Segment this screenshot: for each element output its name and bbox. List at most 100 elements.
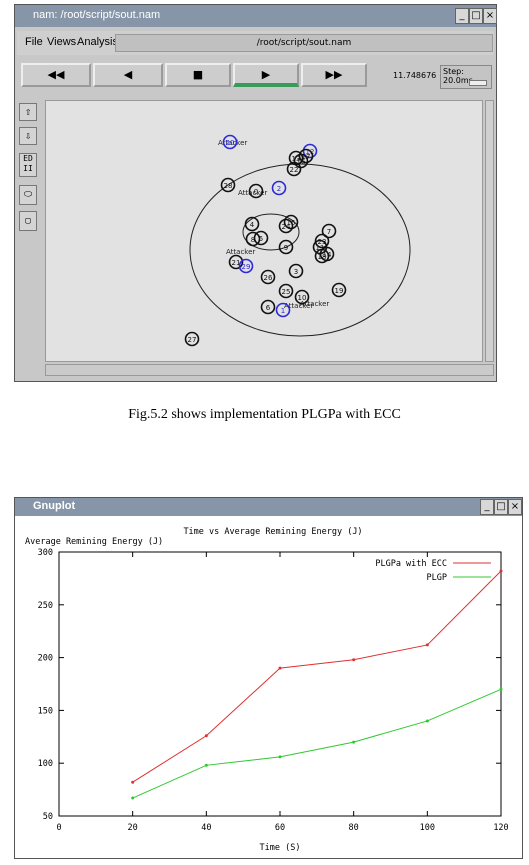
network-canvas[interactable]: Attacker Attacker Attacker Attacker Attacker… — [45, 100, 483, 362]
ellipse-tool-button[interactable]: ⬭ — [19, 185, 37, 205]
node-label: 28 — [224, 182, 233, 190]
y-tick-label: 250 — [38, 601, 53, 611]
play-button[interactable]: ▶ — [233, 63, 299, 87]
node-label: 2 — [277, 185, 281, 193]
menu-views[interactable]: Views — [47, 36, 77, 48]
network-node[interactable]: 18 — [314, 248, 330, 264]
network-node[interactable]: 0 — [248, 183, 264, 199]
network-node[interactable]: 24 — [278, 218, 294, 234]
network-node[interactable]: 25 — [278, 283, 294, 299]
network-node[interactable]: 22 — [286, 161, 302, 177]
zoom-out-button[interactable]: ⇩ — [19, 127, 37, 145]
fast-forward-button[interactable]: ▶▶ — [301, 63, 367, 87]
menu-file[interactable]: File — [25, 36, 43, 48]
node-label: 20 — [226, 139, 235, 147]
rewind-button[interactable]: ◀◀ — [21, 63, 91, 87]
node-circle — [184, 331, 200, 347]
data-point — [131, 796, 135, 800]
network-node[interactable]: 7 — [321, 223, 337, 239]
node-circle — [278, 283, 294, 299]
energy-chart: Time vs Average Remining Energy (J) Avera… — [25, 527, 509, 853]
data-point — [352, 740, 356, 744]
close-button[interactable]: × — [483, 8, 497, 24]
attacker-annotation: Attacker — [218, 139, 247, 147]
network-node[interactable]: 28 — [220, 177, 236, 193]
legend-label: PLGPa with ECC — [375, 559, 447, 569]
gnuplot-window-title: Gnuplot — [33, 500, 76, 512]
gnuplot-window: Gnuplot _ □ × Time vs Average Remining E… — [14, 497, 523, 859]
maximize-button[interactable]: □ — [469, 8, 483, 24]
nam-title-bar: nam: /root/script/sout.nam _ □ × — [15, 5, 497, 27]
current-time: 11.748676 — [393, 71, 437, 80]
box-tool-button[interactable]: ▢ — [19, 211, 37, 231]
y-tick-label: 50 — [43, 812, 53, 822]
cluster-range-ellipse — [242, 213, 300, 251]
node-circle — [294, 289, 310, 305]
step-slider-handle[interactable] — [469, 80, 487, 86]
plot-frame — [58, 551, 502, 817]
attacker-node[interactable]: 20 — [222, 134, 238, 150]
node-label: 26 — [264, 274, 273, 282]
node-circle — [288, 263, 304, 279]
attacker-node[interactable]: 12 — [302, 143, 318, 159]
node-circle — [302, 143, 318, 159]
horizontal-scrollbar[interactable] — [45, 364, 494, 376]
network-node[interactable]: 5 — [253, 230, 269, 246]
data-point — [352, 658, 356, 662]
gnuplot-close-button[interactable]: × — [508, 499, 522, 515]
network-node[interactable]: 26 — [260, 269, 276, 285]
network-node[interactable]: 27 — [184, 331, 200, 347]
node-circle — [278, 239, 294, 255]
menu-analysis[interactable]: Analysis — [77, 36, 118, 48]
edit-button[interactable]: ED II — [19, 153, 37, 177]
network-node[interactable]: 10 — [294, 289, 310, 305]
attacker-node[interactable]: 29 — [238, 258, 254, 274]
minimize-button[interactable]: _ — [455, 8, 469, 24]
network-topology[interactable]: AttackerAttackerAttackerAttackerAttacker… — [46, 101, 482, 361]
data-point — [204, 763, 208, 767]
edit-label: ED — [23, 154, 33, 163]
attacker-node[interactable]: 2 — [271, 180, 287, 196]
node-label: 10 — [298, 294, 307, 302]
gnuplot-minimize-button[interactable]: _ — [480, 499, 494, 515]
node-circle — [321, 223, 337, 239]
playback-controls: ◀◀ ◀ ■ ▶ ▶▶ 11.748676 Step: 20.0ms — [17, 63, 494, 93]
y-axis-label: Average Remining Energy (J) — [25, 537, 163, 547]
network-node[interactable]: 19 — [331, 282, 347, 298]
node-circle — [260, 299, 276, 315]
zoom-in-button[interactable]: ⇧ — [19, 103, 37, 121]
network-node[interactable]: 21 — [228, 254, 244, 270]
node-circle — [331, 282, 347, 298]
step-slider[interactable]: Step: 20.0ms — [440, 65, 492, 89]
figure-caption: Fig.5.2 shows implementation PLGPa with … — [128, 407, 401, 422]
node-circle — [314, 233, 330, 249]
data-point — [425, 643, 429, 647]
network-node[interactable]: 23 — [314, 233, 330, 249]
network-node[interactable]: 4 — [244, 216, 260, 232]
stop-button[interactable]: ■ — [165, 63, 231, 87]
step-back-button[interactable]: ◀ — [93, 63, 163, 87]
attacker-annotation: Attacker — [226, 248, 255, 256]
network-node[interactable]: 17 — [298, 148, 314, 164]
gnuplot-maximize-button[interactable]: □ — [494, 499, 508, 515]
nam-window-title: nam: /root/script/sout.nam — [33, 9, 161, 21]
vertical-scrollbar[interactable] — [485, 100, 494, 362]
network-node[interactable]: 9 — [278, 239, 294, 255]
attacker-node[interactable]: 1 — [275, 302, 291, 318]
network-node[interactable]: 3 — [288, 263, 304, 279]
node-circle — [228, 254, 244, 270]
node-label: 23 — [318, 238, 327, 246]
file-path-display: /root/script/sout.nam — [115, 34, 493, 52]
node-circle — [278, 218, 294, 234]
node-label: 19 — [335, 287, 344, 295]
node-label: 13 — [292, 155, 301, 163]
network-node[interactable]: 6 — [260, 299, 276, 315]
y-tick-label: 200 — [38, 654, 53, 664]
node-circle — [245, 231, 261, 247]
series-line — [132, 570, 502, 783]
y-tick-label: 100 — [38, 759, 53, 769]
node-circle — [253, 230, 269, 246]
network-node[interactable]: 8 — [245, 231, 261, 247]
nam-menubar: File Views Analysis /root/script/sout.na… — [17, 31, 494, 55]
time-panel: 11.748676 Step: 20.0ms — [391, 63, 492, 93]
